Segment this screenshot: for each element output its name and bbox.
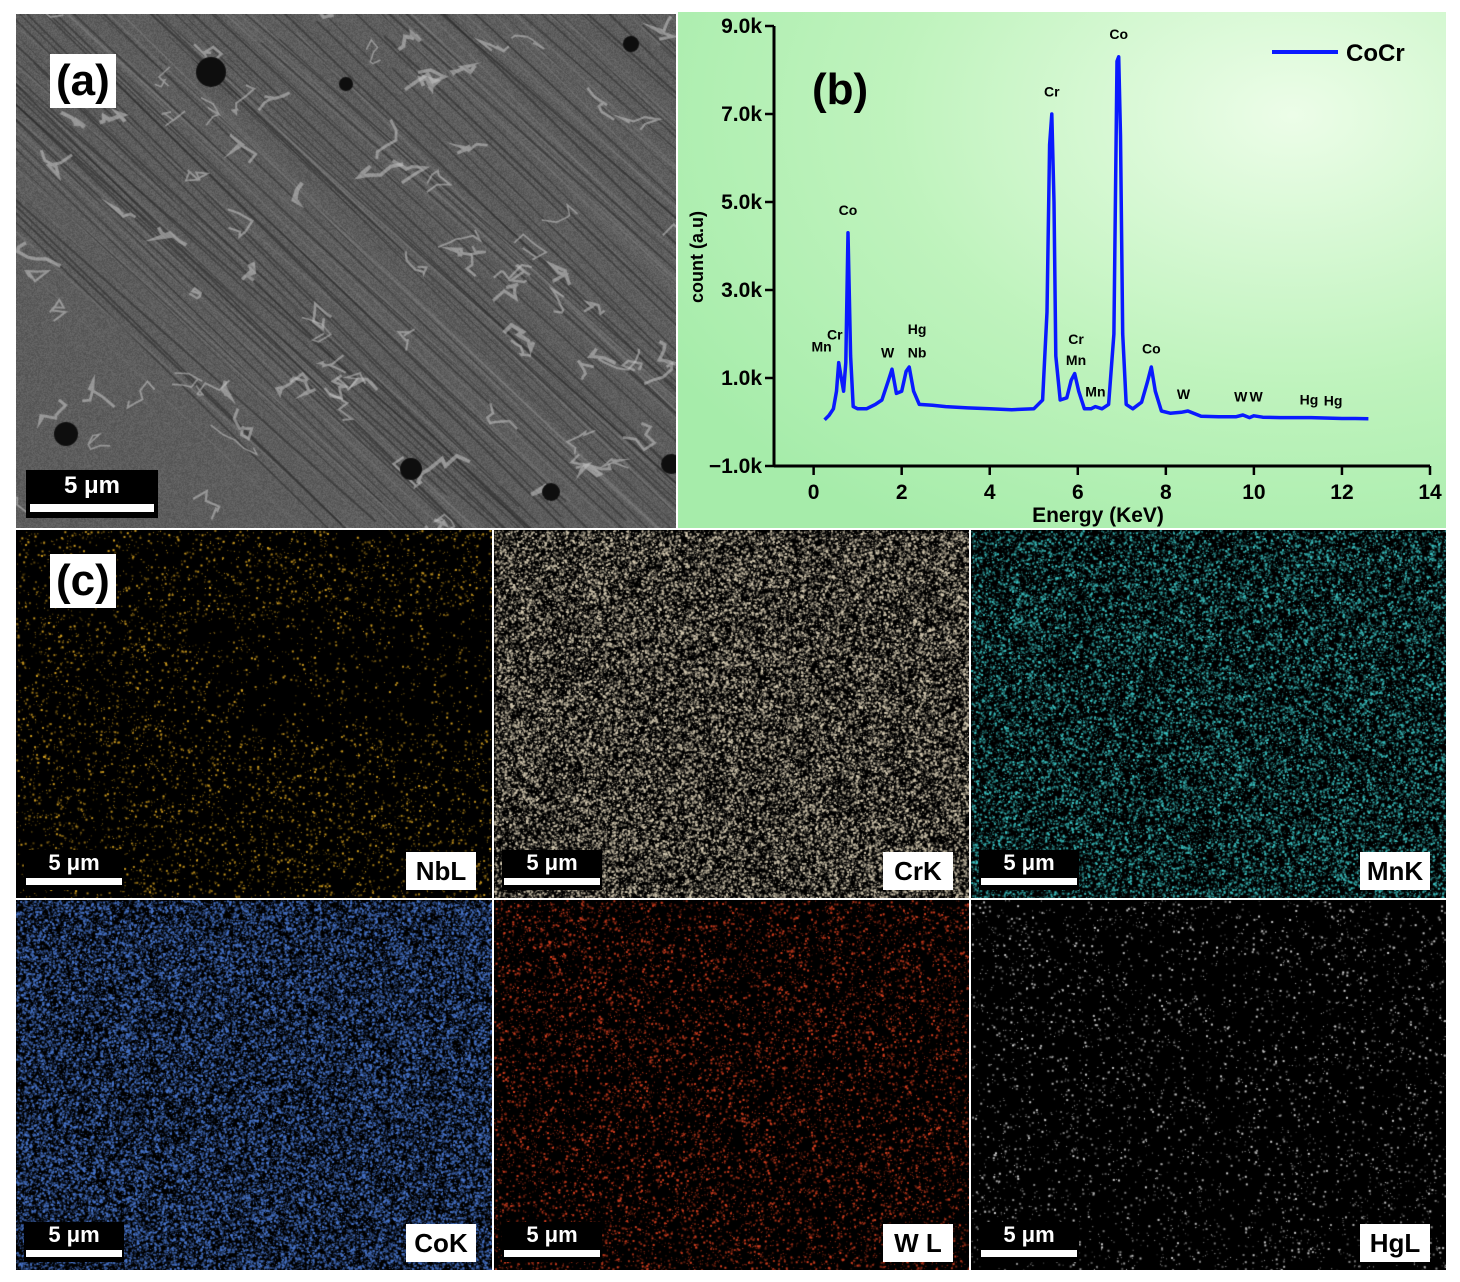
element-map-label: MnK bbox=[1360, 852, 1430, 890]
element-map-1: 5 μm CrK bbox=[494, 530, 969, 898]
peak-label: Hg bbox=[1324, 392, 1343, 408]
x-tick-label: 10 bbox=[1242, 481, 1265, 504]
scale-bar-line bbox=[504, 878, 600, 885]
panel-label-c: (c) bbox=[50, 554, 116, 608]
element-map-image bbox=[971, 530, 1446, 898]
peak-label: W bbox=[881, 344, 895, 360]
y-tick-label: 9.0k bbox=[721, 15, 762, 38]
x-tick-label: 14 bbox=[1418, 481, 1442, 504]
chart-background bbox=[678, 12, 1446, 528]
element-map-image bbox=[971, 900, 1446, 1270]
scale-bar-label: 5 μm bbox=[48, 1222, 100, 1247]
scale-bar-label: 5 μm bbox=[526, 850, 578, 875]
element-map-label: NbL bbox=[406, 852, 476, 890]
element-map-label: HgL bbox=[1360, 1224, 1430, 1262]
peak-label: Mn bbox=[811, 339, 831, 355]
y-tick-label: 7.0k bbox=[721, 103, 762, 126]
sem-micrograph-image bbox=[16, 14, 676, 528]
scale-bar-label: 5 μm bbox=[1003, 850, 1055, 875]
peak-label: W bbox=[1249, 388, 1263, 404]
scale-bar: 5 μm bbox=[502, 850, 602, 890]
spectrum-line-cocr bbox=[823, 55, 1369, 422]
element-map-label: CoK bbox=[406, 1224, 476, 1262]
sem-micrograph-panel: (a) 5 μm bbox=[16, 14, 676, 528]
scale-bar-line bbox=[504, 1250, 600, 1257]
element-map-image bbox=[16, 900, 492, 1270]
peak-label: W bbox=[1177, 386, 1191, 402]
peak-label: Nb bbox=[908, 344, 927, 360]
peak-label: Cr bbox=[1044, 83, 1060, 99]
peak-label: Hg bbox=[908, 321, 927, 337]
scale-bar: 5 μm bbox=[979, 850, 1079, 890]
y-tick-label: 1.0k bbox=[721, 367, 762, 390]
element-map-label: W L bbox=[883, 1224, 953, 1262]
element-map-label: CrK bbox=[883, 852, 953, 890]
y-axis-label: count (a.u) bbox=[687, 211, 707, 303]
scale-bar: 5 μm bbox=[24, 850, 124, 890]
peak-label: Mn bbox=[1085, 383, 1105, 399]
peak-label: W bbox=[1234, 388, 1248, 404]
peak-label: Cr bbox=[827, 327, 843, 343]
peak-label: Co bbox=[1109, 26, 1128, 42]
x-axis-label: Energy (KeV) bbox=[1032, 504, 1164, 527]
y-tick-label: −1.0k bbox=[709, 455, 762, 478]
legend-label: CoCr bbox=[1346, 40, 1405, 67]
scale-bar: 5 μm bbox=[26, 470, 158, 518]
peak-label: Co bbox=[1142, 340, 1161, 356]
element-map-2: 5 μm MnK bbox=[971, 530, 1446, 898]
y-tick-label: 3.0k bbox=[721, 279, 762, 302]
x-tick-label: 12 bbox=[1330, 481, 1353, 504]
scale-bar-line bbox=[981, 878, 1077, 885]
panel-label-a: (a) bbox=[50, 54, 116, 108]
x-tick-label: 8 bbox=[1160, 481, 1172, 504]
scale-bar-line bbox=[30, 504, 154, 512]
element-map-3: 5 μm CoK bbox=[16, 900, 492, 1270]
scale-bar: 5 μm bbox=[24, 1222, 124, 1262]
element-map-image bbox=[494, 900, 969, 1270]
peak-label: Mn bbox=[1066, 352, 1086, 368]
element-map-4: 5 μm W L bbox=[494, 900, 969, 1270]
x-tick-label: 4 bbox=[984, 481, 996, 504]
peak-label: Co bbox=[839, 202, 858, 218]
x-tick-label: 0 bbox=[808, 481, 820, 504]
panel-label-b: (b) bbox=[812, 65, 868, 114]
eds-spectrum-panel: 0 2 4 6 8 10 12 14 −1.0k 1.0k 3.0k 5.0k 7.0k 9.0k Co C… bbox=[678, 12, 1446, 528]
element-map-image bbox=[494, 530, 969, 898]
scale-bar-line bbox=[981, 1250, 1077, 1257]
scale-bar-label: 5 μm bbox=[1003, 1222, 1055, 1247]
peak-label: Hg bbox=[1300, 391, 1319, 407]
scale-bar-label: 5 μm bbox=[526, 1222, 578, 1247]
x-tick-label: 6 bbox=[1072, 481, 1084, 504]
element-map-5: 5 μm HgL bbox=[971, 900, 1446, 1270]
scale-bar-label: 5 μm bbox=[63, 472, 121, 499]
scale-bar: 5 μm bbox=[979, 1222, 1079, 1262]
scale-bar-label: 5 μm bbox=[48, 850, 100, 875]
y-tick-label: 5.0k bbox=[721, 191, 762, 214]
scale-bar-line bbox=[26, 1250, 122, 1257]
element-maps-panel: 5 μm NbL 5 μm CrK 5 μm MnK 5 μm CoK 5 μm W L 5 μm H… bbox=[16, 530, 1446, 1270]
scale-bar-line bbox=[26, 878, 122, 885]
x-tick-label: 2 bbox=[896, 481, 908, 504]
peak-label: Cr bbox=[1068, 331, 1084, 347]
scale-bar: 5 μm bbox=[502, 1222, 602, 1262]
eds-spectrum-chart: 0 2 4 6 8 10 12 14−1.0k1.0k3.0k5.0k7.0k9.0k CoC… bbox=[678, 12, 1446, 528]
